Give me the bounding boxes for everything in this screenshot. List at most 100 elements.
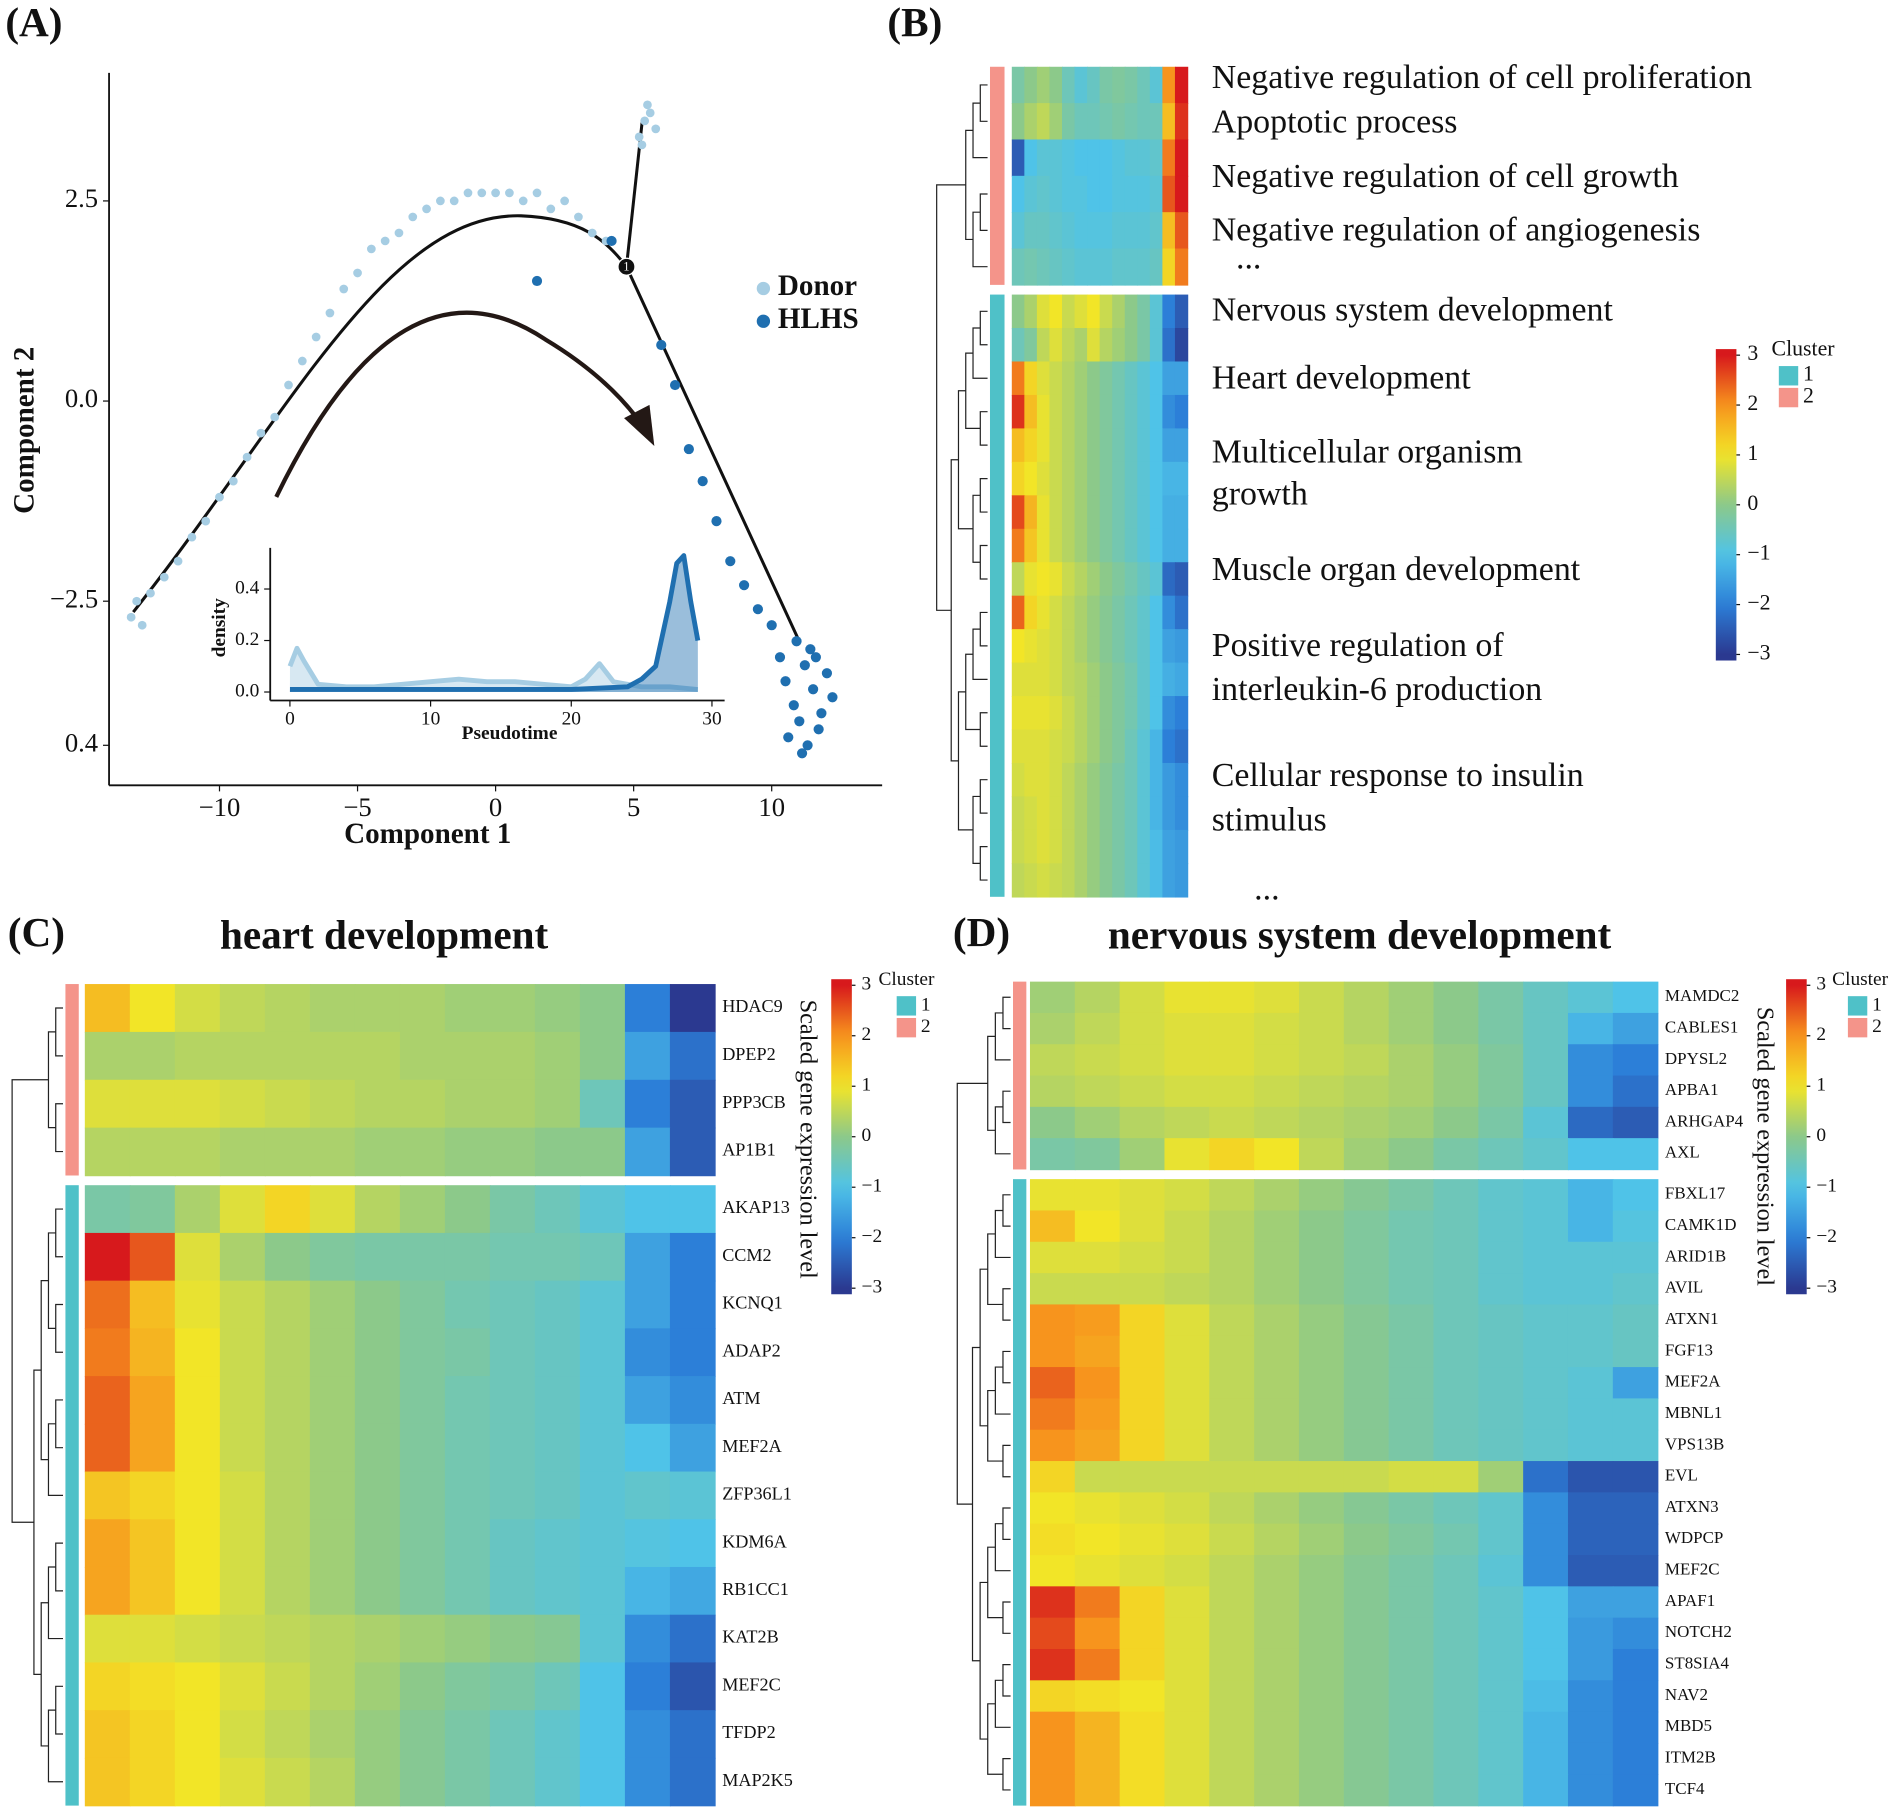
heat-cell [534,1127,581,1177]
heat-cell [1164,1367,1211,1400]
heat-cell [1343,1461,1390,1494]
heat-cell [1478,1179,1524,1212]
heat-cell [264,1614,311,1664]
row-label: AP1B1 [722,1140,775,1160]
heat-cell [309,984,356,1033]
heat-cell [1433,1335,1480,1368]
heat-cell [1036,696,1051,731]
colorbar-tick-label: 0 [1747,491,1758,515]
heat-cell [309,1519,356,1568]
heat-cell [1478,1044,1524,1077]
heat-cell [1478,1273,1524,1306]
heat-cell [1209,1648,1255,1682]
heat-cell [1112,729,1126,764]
heat-cell [1036,428,1051,463]
heat-cell [1112,562,1126,597]
heat-cell [219,1127,266,1177]
dendrogram [55,1542,64,1592]
heat-cell [1124,495,1139,530]
heat-cell [1074,1429,1121,1462]
heat-cell [129,1519,176,1568]
colorbar-tick-label: −1 [1747,541,1770,565]
heat-cell [489,1232,536,1282]
colorbar-label: Scaled gene expression level [794,1000,821,1279]
point [339,284,349,294]
heat-cell [1567,1398,1614,1431]
point [683,444,694,455]
heat-cell [1298,1555,1345,1588]
heat-cell [1478,1774,1524,1807]
heat-cell [1061,495,1076,530]
dendrogram [979,611,988,647]
heat-cell [489,1614,536,1664]
heat-cell [1149,662,1164,697]
heat-cell [219,1232,266,1282]
heat-cell [624,1566,671,1616]
y-tick-label: 0.4 [65,727,98,757]
heat-cell [579,1471,626,1520]
heat-cell [444,1471,491,1520]
legend-swatch [1778,366,1799,386]
heat-cell [84,1423,131,1473]
heat-cell [1162,328,1176,363]
heat-cell [669,1280,716,1330]
heat-cell [1061,562,1076,597]
heat-cell [1162,729,1176,764]
heat-cell [1567,1555,1614,1588]
dendrogram [994,1523,1011,1572]
point [774,652,786,663]
dendrogram [979,477,988,513]
x-tick-label: −10 [199,792,241,822]
heat-cell [219,1519,266,1568]
heat-cell [1074,796,1088,831]
heat-cell [1433,1774,1480,1807]
heat-cell [1024,175,1038,213]
heat-cell [1254,1680,1300,1713]
heat-cell [1164,1398,1211,1431]
heat-cell [1112,394,1126,430]
heat-cell [1254,1617,1300,1650]
heat-cell [1049,696,1063,731]
heat-cell [1162,294,1176,329]
term-label: Negative regulation of cell growth [1212,158,1679,195]
heat-cell [129,1662,176,1711]
point [546,204,556,214]
heat-cell [1343,1075,1390,1108]
point [491,188,500,198]
row-label: ADAP2 [722,1340,781,1360]
heat-cell [1011,562,1026,597]
heat-cell [1298,1617,1345,1650]
heat-cell [129,1127,176,1177]
dendrogram [965,129,974,241]
colorbar-tick-label: 1 [862,1075,872,1096]
y-tick-label: 2.5 [65,183,98,213]
heat-cell [579,1566,626,1616]
heat-cell [1388,1461,1435,1494]
heat-cell [669,1662,716,1711]
heat-cell [1024,829,1038,865]
heat-cell [1478,1429,1524,1462]
heat-cell [1149,212,1164,250]
heat-cell [1523,1680,1569,1713]
point [643,100,652,110]
legend-label: HLHS [778,303,859,335]
heat-cell [444,1614,491,1664]
heat-cell [1099,461,1113,497]
heat-cell [1162,428,1176,463]
heat-cell [1036,863,1051,898]
heat-cell [1061,103,1076,141]
heat-cell [489,984,536,1033]
heat-cell [84,1757,131,1807]
heat-cell [1074,1138,1121,1171]
heat-cell [1137,495,1151,530]
heat-cell [1074,394,1088,430]
heat-cell [1567,1367,1614,1400]
heat-cell [1124,629,1139,664]
heat-cell [1029,1586,1076,1619]
heat-cell [174,1328,221,1377]
heat-cell [1137,796,1151,831]
heat-cell [219,1079,266,1129]
heat-cell [399,1185,446,1234]
heat-cell [624,1376,671,1425]
heat-cell [1209,1335,1255,1368]
